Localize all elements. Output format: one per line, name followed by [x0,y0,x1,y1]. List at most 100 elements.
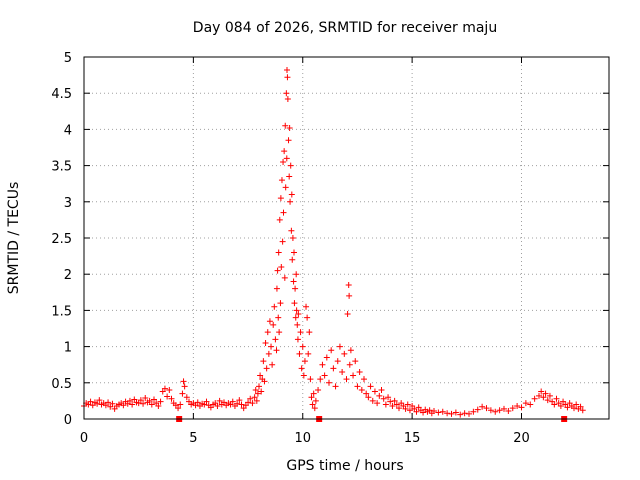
data-point [323,354,330,361]
data-point [312,397,319,404]
data-point [290,278,297,285]
data-point [203,398,210,405]
y-tick-label: 0.5 [51,377,72,392]
data-point [260,358,267,365]
data-point [378,387,385,394]
data-point [330,365,337,372]
data-point [579,407,586,414]
data-point [284,67,290,74]
data-point [238,401,245,408]
data-point [509,405,516,412]
data-point [236,397,243,404]
data-point [146,397,153,404]
data-point [564,404,571,411]
data-point [363,390,370,397]
data-point [287,198,294,205]
data-point [542,390,549,397]
data-point [344,311,351,318]
data-point [457,411,464,418]
data-point [376,392,383,399]
data-point [387,398,394,405]
data-point [271,303,278,310]
data-point [289,235,296,241]
data-point [166,387,173,394]
x-tick-label: 20 [513,431,530,446]
data-point [319,361,326,368]
data-point [496,407,503,414]
data-point [385,394,392,401]
data-point [157,398,164,405]
data-point [272,336,279,343]
data-point [301,358,308,365]
data-point [292,314,299,321]
data-point [577,403,584,410]
data-point [175,405,182,412]
data-point [283,155,290,162]
data-point [264,329,271,336]
data-point [306,329,313,336]
x-tick-label: 5 [189,431,197,446]
data-point [245,399,252,406]
data-point [393,401,400,408]
data-point [288,191,295,198]
data-point [129,401,136,408]
data-point [293,307,300,314]
data-point [291,300,298,307]
data-point [310,390,317,397]
data-point [367,383,374,390]
data-point [501,405,507,412]
data-point [474,406,481,413]
y-tick-label: 2 [64,268,72,283]
data-point [294,321,301,328]
data-point [252,387,259,394]
data-point [346,292,353,299]
data-point [180,378,187,385]
data-point [309,401,316,408]
data-point [389,402,396,409]
data-point [332,383,339,390]
data-point [183,394,190,401]
data-point [282,122,289,129]
data-point [265,350,272,357]
data-point [553,395,560,402]
data-point [334,358,341,365]
data-point [374,400,381,407]
y-tick-label: 0 [64,413,72,428]
data-point [216,397,223,404]
data-point [536,392,542,399]
data-point [297,329,304,336]
y-tick-label: 1.5 [51,304,72,319]
data-point [273,285,280,292]
data-point [256,383,262,390]
data-point [339,368,346,375]
data-point [321,372,328,379]
data-point [234,400,241,407]
data-point [361,376,367,383]
data-point [87,398,94,405]
data-point [181,383,188,390]
data-point [300,372,307,379]
data-point [307,376,314,383]
data-point [439,408,446,415]
data-point [413,408,420,415]
data-point [266,318,273,325]
data-point [483,405,490,412]
data-point [317,376,324,383]
data-point [431,408,437,415]
data-point [96,397,103,404]
y-tick-label: 2.5 [51,232,72,247]
data-point [275,314,282,321]
data-point [396,405,402,412]
data-point [371,388,378,395]
data-point [380,395,387,402]
plot-frame [83,56,610,420]
data-point [262,339,269,346]
data-point [275,249,282,256]
data-point [278,177,285,184]
data-point [298,365,305,372]
data-point [391,397,398,404]
data-point [276,329,283,336]
data-point [283,90,290,97]
data-point [444,410,451,417]
